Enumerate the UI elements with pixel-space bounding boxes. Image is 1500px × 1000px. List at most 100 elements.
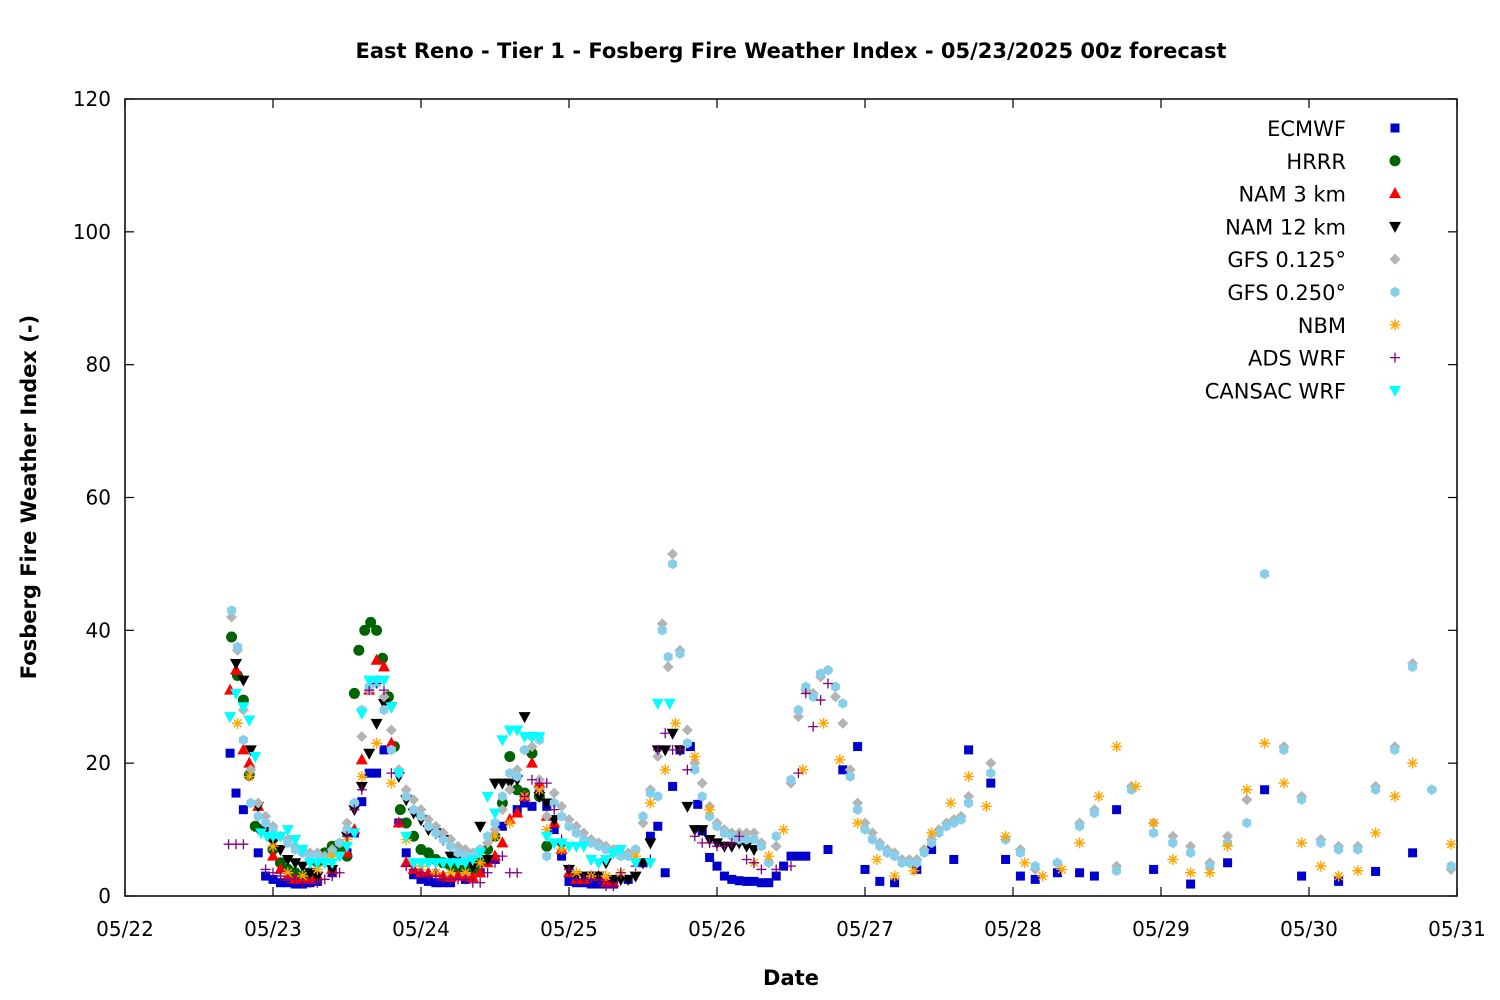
data-point [365,616,377,628]
data-point [571,827,581,839]
data-point [764,857,774,868]
data-point [238,805,248,815]
data-point [600,854,612,866]
x-axis: 05/22 05/23 05/24 05/25 05/26 05/27 05/28 05/29… [96,99,1486,941]
data-point [629,858,642,870]
data-point [540,831,553,843]
data-point [608,881,619,892]
data-point [275,878,285,888]
data-point [430,820,442,832]
data-point [564,876,574,886]
data-point [797,764,809,776]
data-point [675,648,685,659]
data-point [638,811,648,822]
data-point [875,876,885,886]
data-point [1185,840,1197,852]
data-point [237,675,250,687]
data-point [594,841,604,852]
data-point [644,797,656,809]
data-point [1015,871,1025,881]
data-point [818,717,830,729]
legend-label: ECMWF [1267,117,1346,141]
data-point [719,841,730,852]
data-point [816,668,826,679]
x-tick-label: 05/27 [836,917,894,941]
legend-label: CANSAC WRF [1205,379,1346,403]
data-point [438,834,448,845]
data-point [1260,785,1270,795]
data-point [756,864,767,875]
data-point [533,784,545,796]
data-point [689,831,700,842]
data-point [644,858,657,870]
data-point [986,767,996,779]
data-point [527,774,537,785]
data-point [253,848,263,858]
data-point [1204,867,1216,879]
data-point [557,811,567,822]
data-point [385,777,397,789]
data-point [505,767,515,779]
data-point [904,857,914,868]
data-point [283,837,293,849]
data-point [261,871,271,881]
data-point [225,748,235,758]
data-point [378,691,390,703]
data-point [890,850,900,862]
data-point [386,744,396,756]
data-point [1112,805,1122,815]
data-point [1352,865,1364,877]
data-point [689,757,701,769]
data-point [601,844,611,855]
data-point [668,781,678,791]
data-point [860,824,870,835]
data-point [659,764,671,776]
data-point [682,738,692,749]
data-point [693,799,703,809]
data-point [963,770,975,782]
data-point [490,857,500,868]
data-point [1241,784,1253,796]
legend-label: GFS 0.250° [1227,281,1346,305]
x-tick-label: 05/24 [392,917,450,941]
data-point [526,741,538,753]
data-point [666,728,679,740]
data-point [416,874,426,884]
data-point [326,864,339,876]
data-point [1316,837,1326,849]
data-point [355,753,368,765]
y-tick-label: 80 [86,353,111,377]
data-point [224,712,237,724]
data-point [431,827,441,839]
data-point [520,744,530,756]
data-point [771,864,782,875]
legend-marker [1389,221,1401,233]
data-point [689,751,701,763]
y-axis-label: Fosberg Fire Weather Index (-) [17,315,41,679]
data-point [570,820,582,832]
data-point [274,831,287,843]
legend-marker [1390,352,1400,363]
data-point [335,837,345,849]
data-point [489,830,501,842]
data-point [243,756,256,768]
data-point [386,768,397,779]
legend-label: GFS 0.125° [1227,248,1346,272]
data-point [1296,837,1308,849]
data-point [379,704,389,716]
data-point [260,864,271,875]
legend-label: HRRR [1286,150,1346,174]
data-point [1148,817,1160,829]
data-point [980,800,992,812]
data-point [663,698,676,710]
data-point [549,797,559,809]
data-point [504,751,516,763]
data-point [1333,870,1345,882]
data-point [445,867,457,879]
legend-label: NAM 12 km [1225,215,1346,239]
data-point [749,834,759,845]
data-point [844,764,856,776]
data-point [446,841,456,852]
data-point [385,736,398,748]
data-point [926,827,938,839]
